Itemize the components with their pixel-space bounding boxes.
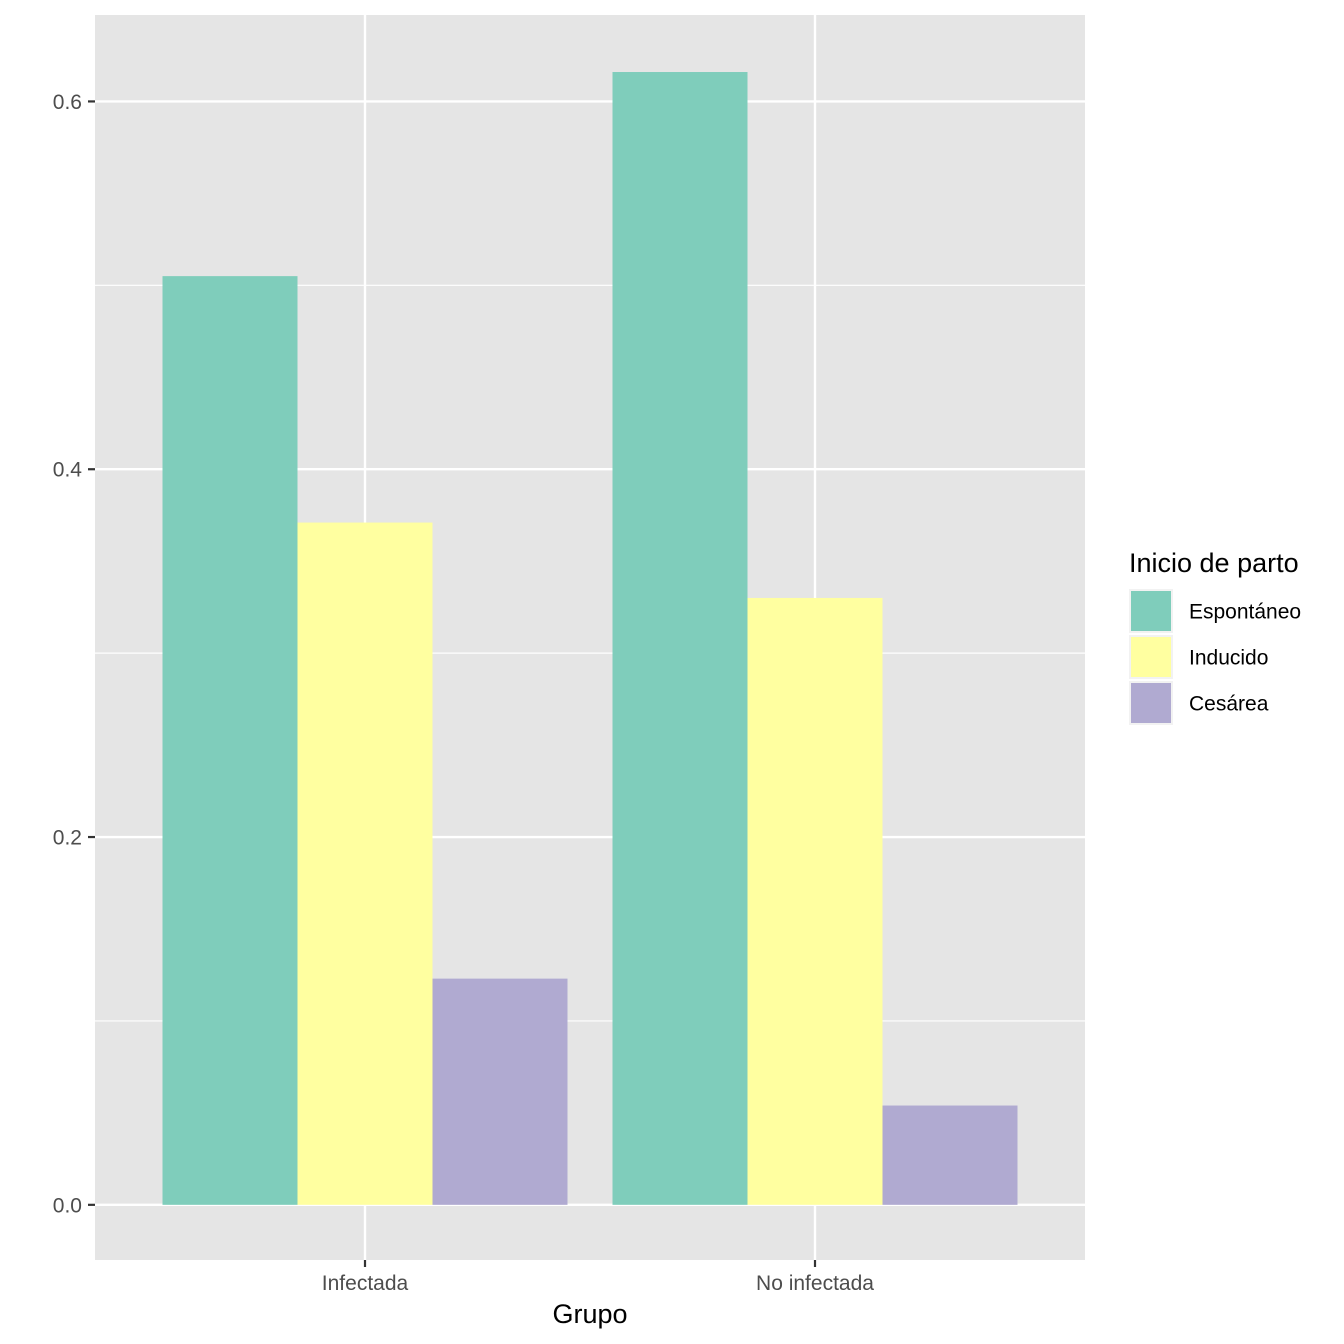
- bar: [747, 597, 883, 1205]
- legend-items: Espontáneo Inducido Cesárea: [1129, 589, 1301, 725]
- legend-title: Inicio de parto: [1129, 548, 1299, 578]
- x-axis: Infectada No infectada: [322, 1260, 874, 1295]
- x-tick-label: Infectada: [322, 1272, 409, 1295]
- y-axis: 0.0 0.2 0.4 0.6: [53, 91, 95, 1217]
- y-tick-label: 0.2: [53, 827, 82, 850]
- bars: [162, 72, 1018, 1205]
- legend-label: Inducido: [1189, 647, 1268, 670]
- bar: [297, 522, 433, 1205]
- legend: Inicio de parto Espontáneo Inducido Cesáre…: [1129, 548, 1301, 725]
- bar: [162, 276, 298, 1205]
- legend-swatch: [1131, 637, 1171, 677]
- bar: [432, 978, 568, 1205]
- x-tick-label: No infectada: [756, 1272, 874, 1295]
- legend-label: Espontáneo: [1189, 601, 1301, 624]
- y-tick-label: 0.6: [53, 91, 82, 114]
- legend-label: Cesárea: [1189, 693, 1269, 716]
- bar: [612, 72, 748, 1205]
- y-tick-label: 0.0: [53, 1194, 82, 1217]
- legend-swatch: [1131, 591, 1171, 631]
- bar: [882, 1105, 1018, 1205]
- x-axis-title: Grupo: [552, 1299, 627, 1329]
- legend-swatch: [1131, 683, 1171, 723]
- y-tick-label: 0.4: [53, 459, 83, 482]
